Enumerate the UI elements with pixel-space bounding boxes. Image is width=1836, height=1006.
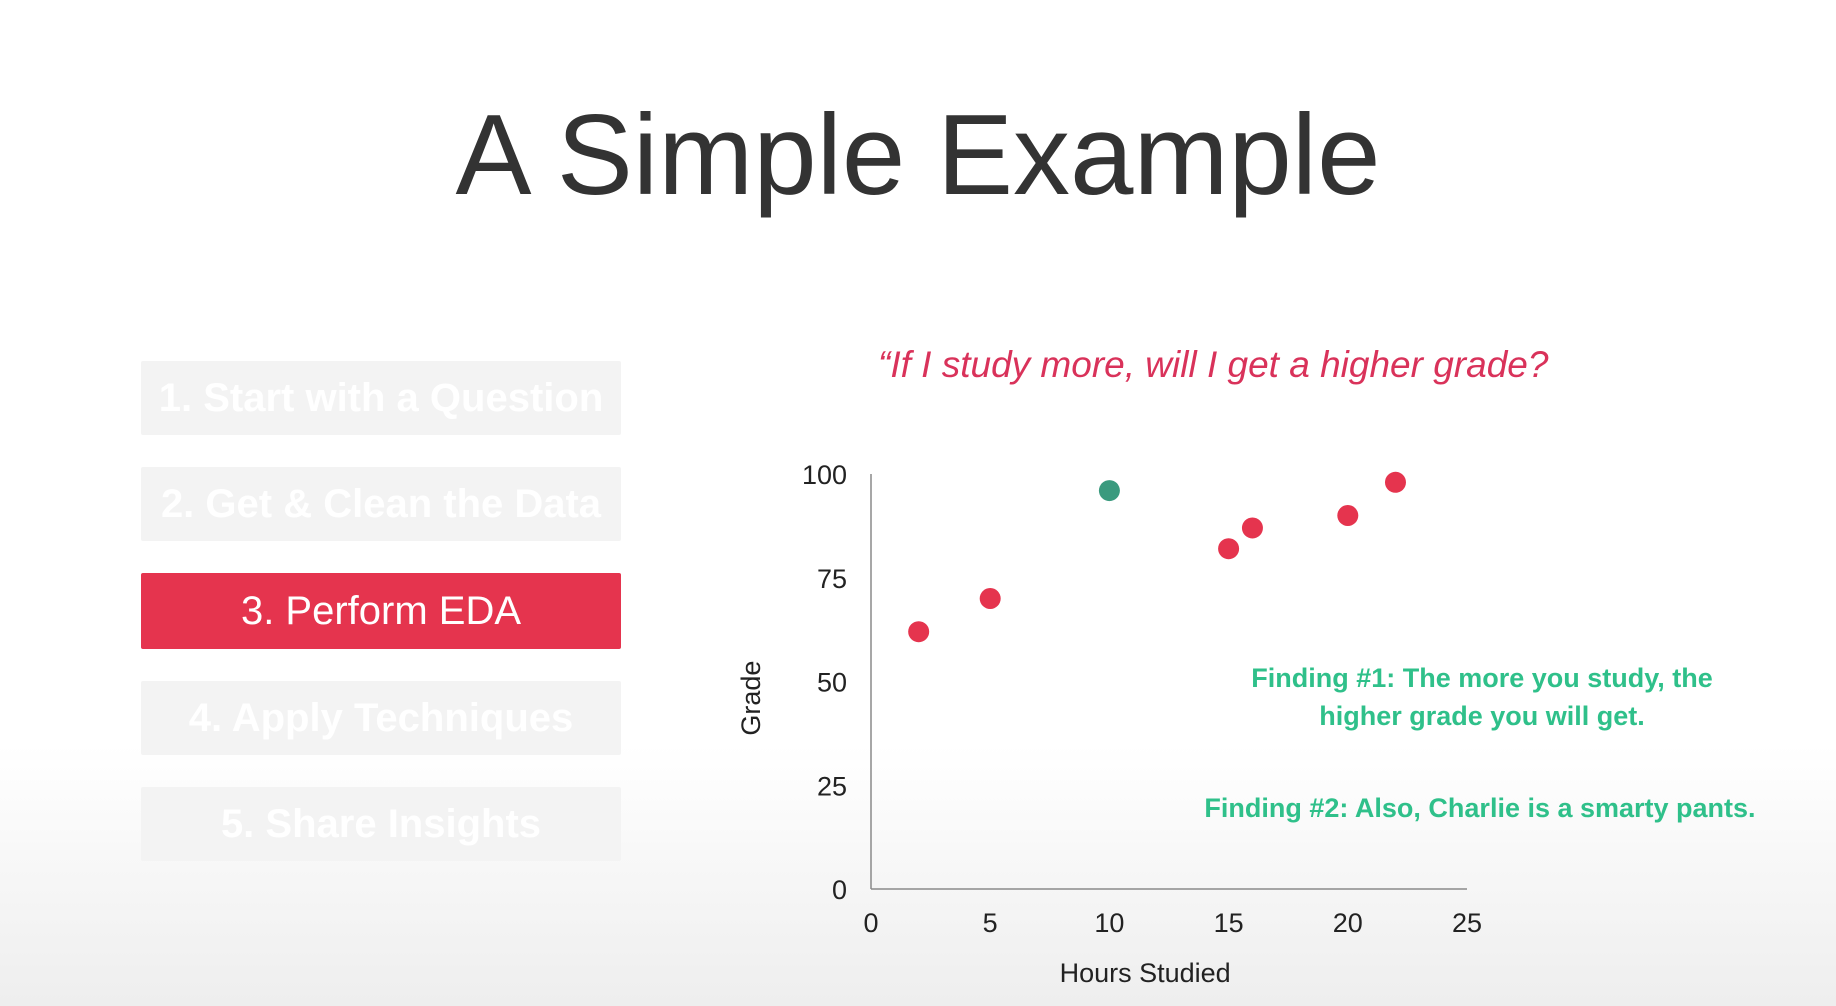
step-start-with-question: 1. Start with a Question <box>141 361 621 435</box>
finding-2: Finding #2: Also, Charlie is a smarty pa… <box>1204 793 1756 823</box>
y-tick-label: 0 <box>832 875 847 905</box>
data-point <box>979 588 1001 609</box>
y-tick-label: 75 <box>817 564 847 594</box>
x-tick-label: 10 <box>1094 908 1124 938</box>
data-point <box>1241 517 1263 539</box>
scatter-chart: 0 25 50 75 100 0 5 10 15 20 25 Hours Studied Grade <box>736 460 1482 988</box>
data-point <box>908 621 930 643</box>
step-apply-techniques: 4. Apply Techniques <box>141 681 621 755</box>
y-tick-label: 100 <box>802 460 847 490</box>
y-tick-label: 50 <box>817 668 847 698</box>
step-share-insights: 5. Share Insights <box>141 787 621 861</box>
x-axis-label: Hours Studied <box>1060 958 1231 988</box>
finding-1: Finding #1: The more you study, the high… <box>1192 659 1772 735</box>
process-steps: 1. Start with a Question 2. Get & Clean … <box>141 361 621 893</box>
data-point <box>1218 538 1240 560</box>
data-point <box>1337 505 1359 526</box>
step-get-clean-data: 2. Get & Clean the Data <box>141 467 621 541</box>
slide-title: A Simple Example <box>455 92 1381 219</box>
x-tick-label: 0 <box>863 908 878 938</box>
x-tick-label: 15 <box>1214 908 1244 938</box>
question-text: “If I study more, will I get a higher gr… <box>878 344 1549 385</box>
x-tick-label: 25 <box>1452 908 1482 938</box>
step-perform-eda: 3. Perform EDA <box>141 573 621 649</box>
y-tick-label: 25 <box>817 771 847 801</box>
data-point <box>1384 471 1406 493</box>
x-tick-label: 20 <box>1333 908 1363 938</box>
finding-1-line-1: Finding #1: The more you study, the <box>1251 663 1713 693</box>
x-tick-label: 5 <box>983 908 998 938</box>
finding-1-line-2: higher grade you will get. <box>1319 701 1645 731</box>
y-axis-label: Grade <box>736 661 766 736</box>
data-point-highlighted <box>1098 480 1120 502</box>
